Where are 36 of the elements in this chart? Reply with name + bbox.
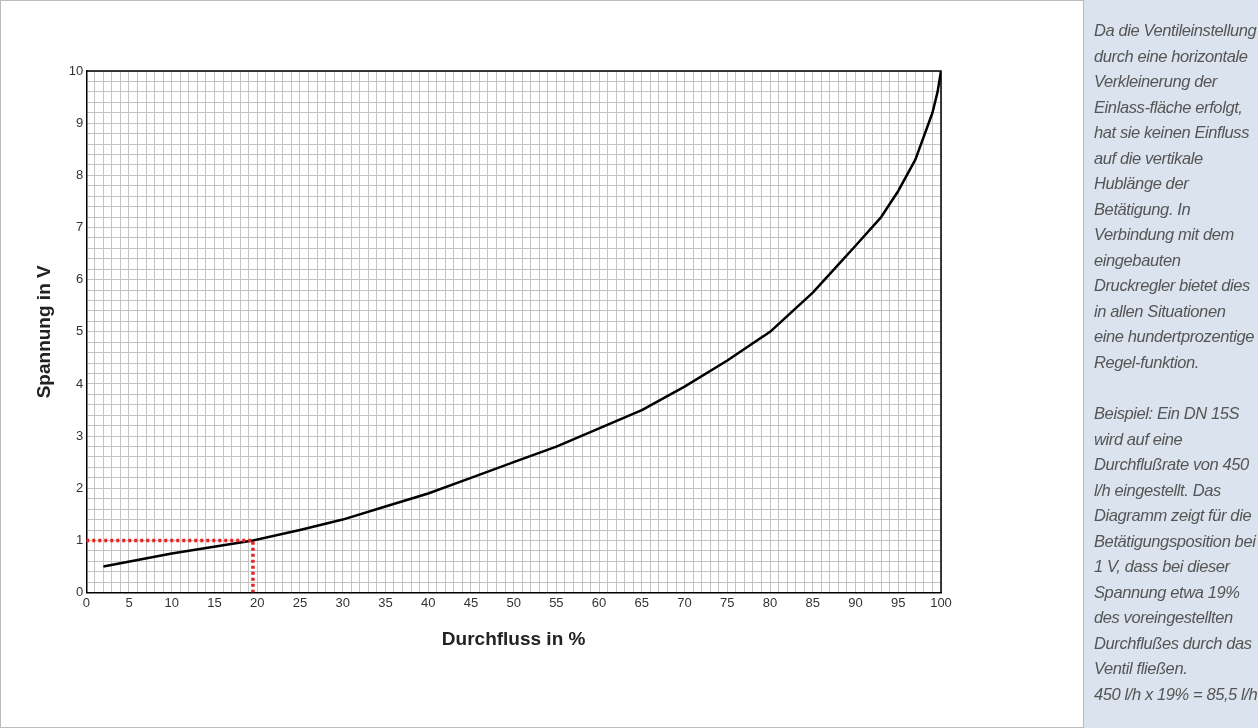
x-tick-label: 10: [164, 594, 179, 610]
x-axis-title: Durchfluss in %: [441, 627, 586, 649]
y-tick-label: 1: [76, 532, 84, 548]
x-tick-label: 30: [335, 594, 350, 610]
text: Da die Ventileinstellung durch eine horizontale Verkleinerung der Einlass-fläche erfolgt, hat sie keinen Einfluss auf die vertikale Hublänge der Betätigung. In Verbindung mit dem eingebauten Druckregler bietet dies in allen Situationen eine hundertprozentige Regel-funktion.: [1094, 21, 1257, 371]
x-tick-label: 70: [677, 594, 692, 610]
x-tick-label: 50: [506, 594, 521, 610]
x-tick-label: 20: [249, 594, 265, 610]
y-tick-label: 5: [76, 323, 84, 339]
x-tick-label: 85: [805, 594, 821, 610]
y-tick-label: 0: [76, 584, 84, 600]
x-tick-label: 75: [720, 594, 735, 610]
x-tick-label: 25: [292, 594, 308, 610]
x-tick-label: 95: [891, 594, 906, 610]
x-tick-label: 40: [420, 594, 436, 610]
y-tick-label: 7: [76, 219, 84, 235]
x-tick-label: 65: [634, 594, 650, 610]
y-tick-label: 6: [76, 271, 84, 287]
y-tick-label: 2: [76, 479, 84, 495]
x-tick-label: 5: [125, 594, 133, 610]
y-tick-label: 8: [76, 166, 84, 182]
x-tick-label: 80: [762, 594, 778, 610]
y-tick-label: 10: [68, 62, 84, 78]
y-tick-label: 3: [76, 427, 84, 443]
x-tick-label: 90: [848, 594, 863, 610]
x-tick-label: 55: [549, 594, 564, 610]
x-tick-label: 45: [463, 594, 479, 610]
x-tick-label: 35: [378, 594, 393, 610]
x-tick-label: 60: [591, 594, 607, 610]
text: Beispiel: Ein DN 15S wird auf eine Durchflußrate von 450 l/h eingestellt. Das Diagramm zeigt für die Betätigungsposition bei 1 V, dass bei dieser Spannung etwa 19% des voreingestellten Durchflußes durch das Ventil fließen.: [1094, 404, 1256, 677]
y-tick-label: 9: [76, 114, 84, 130]
y-axis-title: Spannung in V: [32, 264, 54, 399]
x-tick-label: 15: [207, 594, 222, 610]
y-tick-label: 4: [76, 375, 84, 391]
text: 450 l/h x 19% = 85,5 l/h: [1094, 683, 1258, 705]
x-tick-label: 100: [930, 594, 952, 610]
